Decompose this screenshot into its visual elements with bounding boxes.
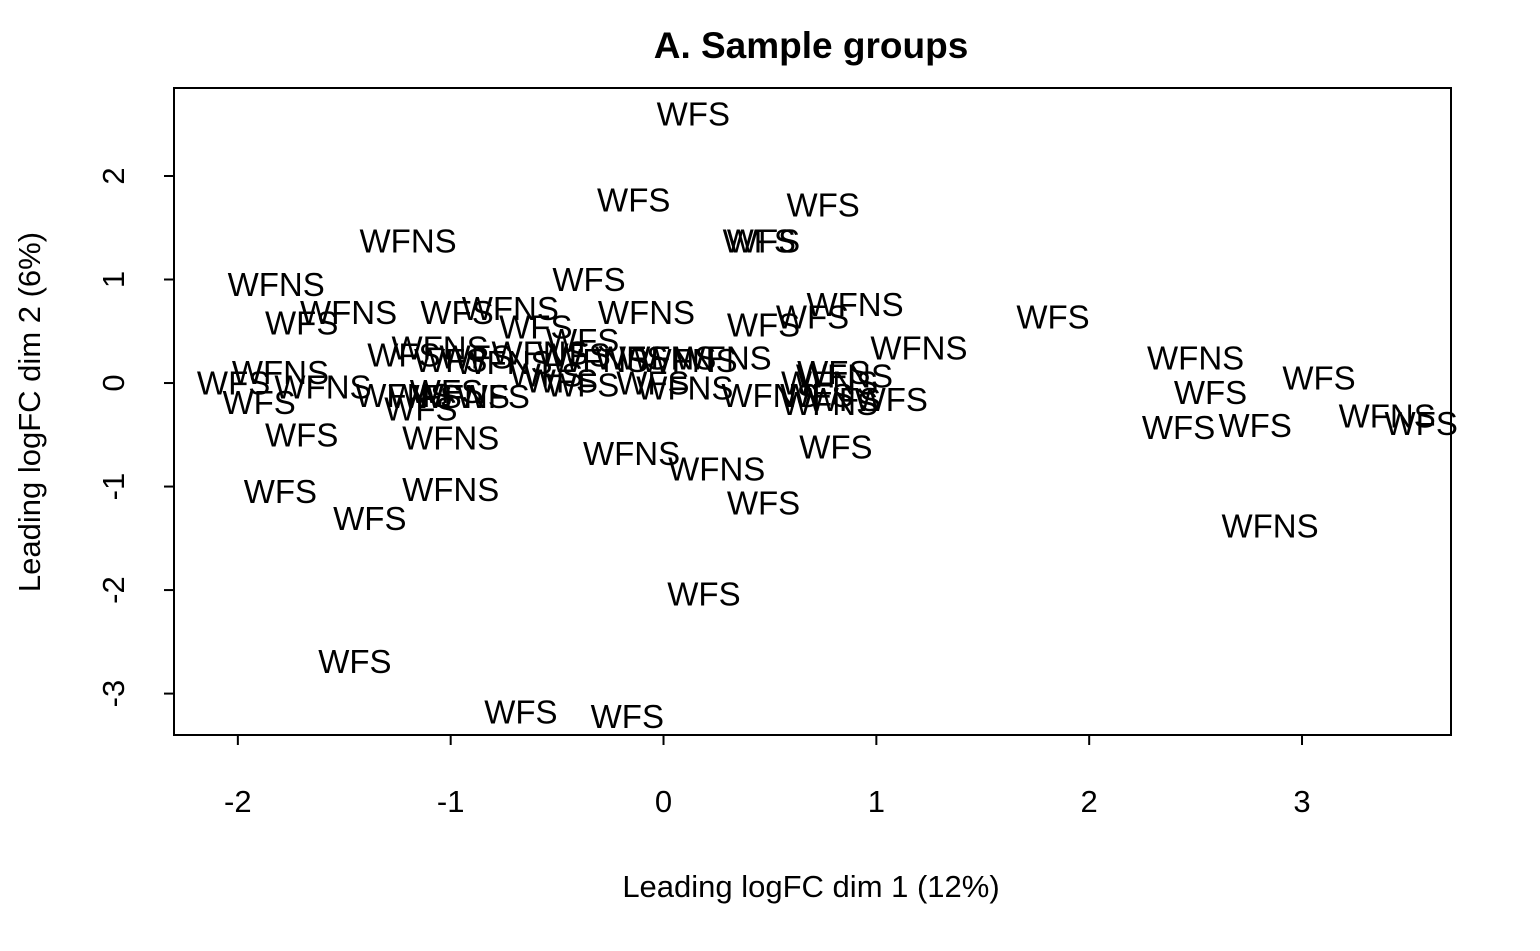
data-point-label: WFS xyxy=(616,365,689,402)
data-point-label: WFS xyxy=(388,378,461,415)
data-point-label: WFNS xyxy=(402,419,499,456)
data-point-label: WFS xyxy=(667,576,740,613)
y-tick-label: -2 xyxy=(96,576,131,604)
chart-title: A. Sample groups xyxy=(654,25,969,66)
data-point-label: WFNS xyxy=(806,286,903,323)
y-tick-label: 1 xyxy=(96,271,131,288)
data-point-label: WFS xyxy=(799,429,872,466)
data-point-label: WFS xyxy=(484,694,557,731)
data-point-label: WFS xyxy=(546,322,619,359)
data-point-label: WFNS xyxy=(675,340,772,377)
data-point-label: WFS xyxy=(595,340,668,377)
data-point-label: WFS xyxy=(727,307,800,344)
data-point-label: WFS xyxy=(244,473,317,510)
data-point-label: WFNS xyxy=(455,344,552,381)
data-point-label: WFNS xyxy=(796,357,893,394)
data-point-label: WFS xyxy=(197,365,270,402)
data-point-label: WFS xyxy=(786,186,859,223)
data-point-label: WFNS xyxy=(640,342,737,379)
data-point-label: WFNS xyxy=(598,294,695,331)
data-point-label: WFNS xyxy=(360,223,457,260)
data-point-label: WFNS xyxy=(1222,507,1319,544)
data-point-label: WFS xyxy=(546,367,619,404)
y-tick-label: -3 xyxy=(96,680,131,708)
data-point-label: WFNS xyxy=(402,471,499,508)
data-point-label: WFS xyxy=(727,485,800,522)
data-point-label: WFNS xyxy=(551,342,648,379)
data-point-label: WFS xyxy=(410,373,483,410)
data-point-label: WFNS xyxy=(870,329,967,366)
x-tick-label: -1 xyxy=(437,784,465,819)
x-tick-label: 3 xyxy=(1293,784,1310,819)
data-point-label: WFNS xyxy=(1339,398,1436,435)
y-tick-label: -1 xyxy=(96,473,131,501)
data-point-label: WFNS xyxy=(274,369,371,406)
data-point-label: WFS xyxy=(265,416,338,453)
data-point-label: WFNS xyxy=(781,385,878,422)
x-tick-label: 1 xyxy=(868,784,885,819)
data-point-label: WFNS xyxy=(413,378,510,415)
data-point-label: WFS xyxy=(657,95,730,132)
data-point-label: WFS xyxy=(1385,405,1458,442)
data-point-label: WFS xyxy=(457,378,530,415)
data-point-label: WFS xyxy=(537,337,610,374)
data-point-label: WFS xyxy=(384,390,457,427)
data-point-label: WFNS xyxy=(668,450,765,487)
data-point-label: WFS xyxy=(855,381,928,418)
data-point-label: WFS xyxy=(420,294,493,331)
y-tick-label: 2 xyxy=(96,167,131,184)
data-point-label: WFNS xyxy=(228,266,325,303)
data-point-label: WFS xyxy=(265,304,338,341)
data-point-label: WFS xyxy=(222,384,295,421)
data-point-label: WFNS xyxy=(355,377,452,414)
data-point-label: WFNS xyxy=(232,354,329,391)
data-point-label: WFNS xyxy=(300,294,397,331)
data-point-label: WFNS xyxy=(721,377,818,414)
y-axis-label: Leading logFC dim 2 (6%) xyxy=(12,232,47,592)
data-point-label: WFS xyxy=(797,354,870,391)
data-point-label: WFS xyxy=(727,223,800,260)
data-point-label: WFS xyxy=(1282,359,1355,396)
data-point-label: WFS xyxy=(591,698,664,735)
data-point-label: WFNS xyxy=(1147,340,1244,377)
data-point-label: WFS xyxy=(333,500,406,537)
x-tick-label: -2 xyxy=(224,784,252,819)
data-point-label: WFS xyxy=(1174,374,1247,411)
data-point-label: WFNS xyxy=(491,335,588,372)
data-point-label: WFS xyxy=(597,181,670,218)
x-tick-label: 2 xyxy=(1081,784,1098,819)
data-point-label: WFS xyxy=(499,309,572,346)
x-tick-label: 0 xyxy=(655,784,672,819)
data-point-label: WFS xyxy=(780,377,853,414)
data-point-label: WFS xyxy=(510,356,583,393)
data-point-label: WFS xyxy=(1016,298,1089,335)
data-point-label: WFS xyxy=(1142,409,1215,446)
data-point-label: WFS xyxy=(1219,407,1292,444)
x-axis-label: Leading logFC dim 1 (12%) xyxy=(622,869,999,904)
data-point-label: WFNS xyxy=(619,340,716,377)
data-point-label: WFS xyxy=(552,261,625,298)
data-point-label: WFS xyxy=(525,362,598,399)
data-point-label: WFS xyxy=(318,643,391,680)
data-point-label: WFNS xyxy=(636,370,733,407)
data-point-label: WFNS xyxy=(391,329,488,366)
data-point-label: WFS xyxy=(776,298,849,335)
data-point-label: WFS xyxy=(414,342,487,379)
data-point-label: WFS xyxy=(723,223,796,260)
y-axis: -3 -2 -1 0 1 2 xyxy=(96,167,175,708)
data-point-label: WFNS xyxy=(781,365,878,402)
data-point-label: WFS xyxy=(808,381,881,418)
y-tick-label: 0 xyxy=(96,374,131,391)
data-point-label: WFNS xyxy=(583,435,680,472)
data-point-label: WFS xyxy=(440,339,513,376)
data-point-label: WFNS xyxy=(462,290,559,327)
x-axis: -2 -1 0 1 2 3 xyxy=(224,734,1311,819)
data-point-label: WFS xyxy=(367,337,440,374)
